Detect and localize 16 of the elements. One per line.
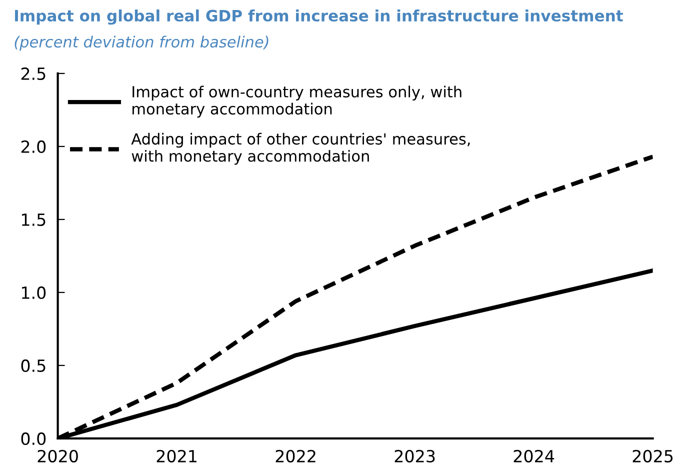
chart-subtitle: (percent deviation from baseline) bbox=[14, 36, 268, 51]
y-tick-label: 1.0 bbox=[22, 286, 46, 300]
x-tick-label: 2022 bbox=[276, 450, 316, 462]
y-tick-label: 0.5 bbox=[21, 359, 46, 372]
legend-label: Adding impact of other countries' measures, with monetary accommodation bbox=[131, 132, 470, 165]
y-tick-label: 0.0 bbox=[21, 432, 46, 446]
y-tick-label: 2.5 bbox=[21, 67, 46, 80]
x-tick-label: 2021 bbox=[156, 450, 196, 462]
y-tick-label: 2.0 bbox=[21, 140, 46, 154]
legend-label: Impact of own-country measures only, with monetary accommodation bbox=[132, 86, 462, 118]
x-tick-label: 2020 bbox=[38, 450, 78, 462]
y-tick-label: 1.5 bbox=[22, 214, 46, 226]
x-tick-label: 2023 bbox=[394, 450, 435, 462]
chart-title: Impact on global real GDP from increase in infrastructure investment bbox=[15, 10, 623, 25]
x-tick-label: 2024 bbox=[514, 450, 554, 462]
x-tick-label: 2025 bbox=[632, 450, 673, 462]
